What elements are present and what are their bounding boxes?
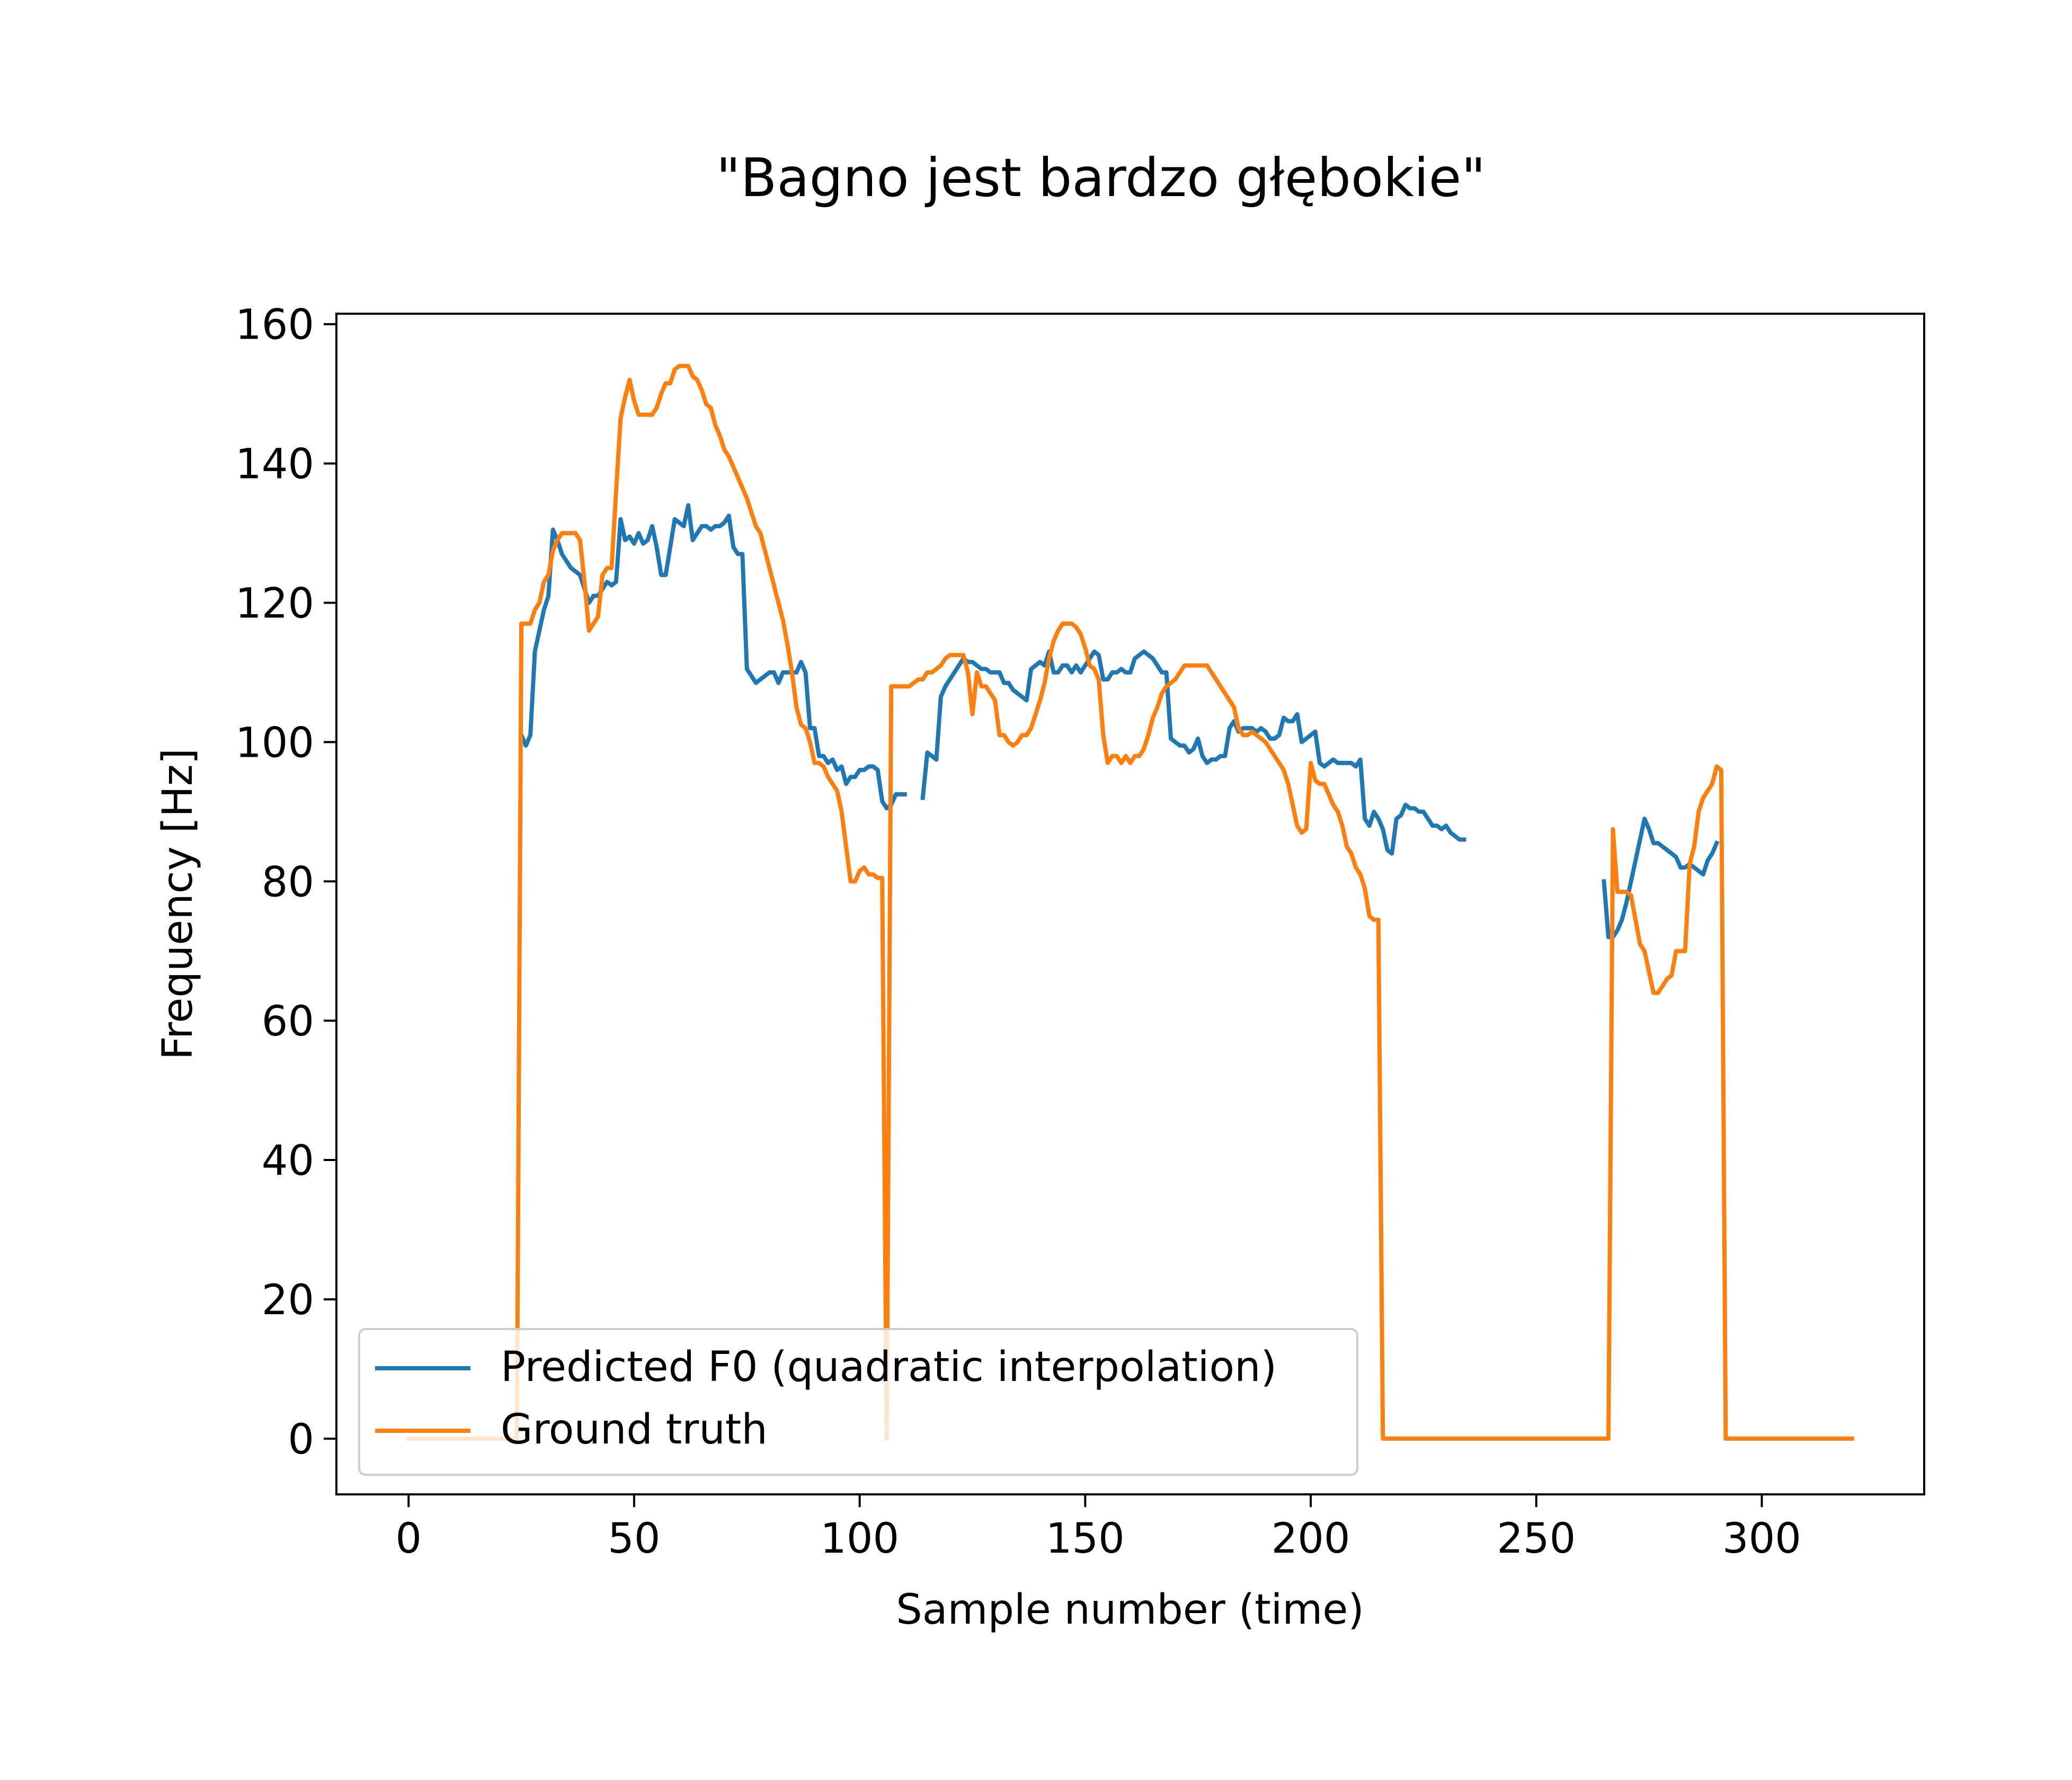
legend-box — [358, 1328, 1358, 1476]
y-tick-label: 20 — [262, 1277, 314, 1324]
plot-frame — [335, 313, 1925, 1495]
y-tick-label: 120 — [235, 580, 314, 627]
chart-title: "Bagno jest bardzo głębokie" — [716, 147, 1486, 209]
y-tick-label: 40 — [262, 1137, 314, 1185]
y-tick-label: 140 — [235, 441, 314, 489]
series-lines — [406, 364, 1854, 1441]
y-tick-label: 0 — [288, 1416, 314, 1464]
x-axis-label: Sample number (time) — [896, 1586, 1364, 1634]
x-axis-ticks: 0 50 100 150 200 250 300 — [395, 1494, 1801, 1563]
legend-label-ground-truth: Ground truth — [501, 1406, 768, 1454]
x-tick-label: 0 — [395, 1515, 422, 1563]
x-tick-label: 150 — [1046, 1515, 1125, 1563]
x-tick-label: 200 — [1271, 1515, 1350, 1563]
x-tick-label: 250 — [1497, 1515, 1576, 1563]
y-tick-label: 60 — [262, 998, 314, 1046]
y-axis-ticks: 0 20 40 60 80 100 120 140 160 — [235, 302, 336, 1464]
series-line-predicted — [920, 649, 1466, 856]
y-tick-label: 100 — [235, 719, 314, 767]
y-tick-label: 160 — [235, 302, 314, 349]
x-tick-label: 300 — [1722, 1515, 1801, 1563]
legend-label-predicted: Predicted F0 (quadratic interpolation) — [501, 1343, 1277, 1391]
series-line-predicted — [1602, 817, 1720, 940]
plot-area — [335, 313, 1925, 1495]
y-tick-label: 80 — [262, 858, 314, 906]
legend: Predicted F0 (quadratic interpolation) G… — [358, 1328, 1358, 1476]
y-axis-label: Frequency [Hz] — [154, 748, 202, 1060]
x-tick-label: 50 — [608, 1515, 660, 1563]
series-line-ground-truth — [406, 364, 1854, 1441]
x-tick-label: 100 — [820, 1515, 899, 1563]
plot-background — [336, 314, 1924, 1494]
